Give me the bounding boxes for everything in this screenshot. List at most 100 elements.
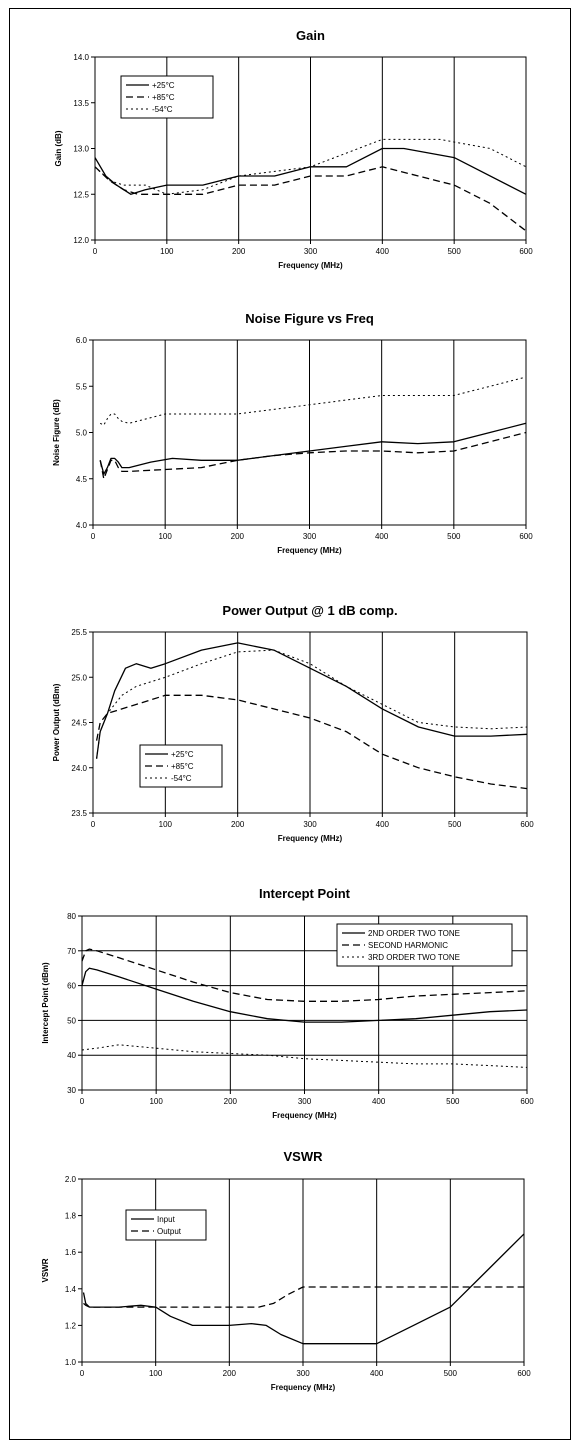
x-tick-label: 400 [372,1097,386,1106]
y-tick-label: 6.0 [76,336,88,345]
x-tick-label: 0 [91,532,96,541]
y-tick-label: 13.5 [73,99,89,108]
series-line-1 [82,1233,525,1345]
y-tick-label: 2.0 [65,1175,77,1184]
y-axis-label: VSWR [41,1258,50,1282]
y-axis-label: Intercept Point (dBm) [41,962,50,1044]
y-tick-label: 5.5 [76,382,88,391]
plot-area [81,1178,525,1363]
legend-label: Input [157,1215,176,1224]
x-tick-label: 200 [231,532,245,541]
legend-box [336,923,513,967]
series-line-3 [99,376,527,426]
x-axis-label: Frequency (MHz) [271,1383,336,1392]
x-tick-label: 600 [520,820,534,829]
x-tick-label: 500 [444,1369,458,1378]
x-tick-label: 0 [80,1369,85,1378]
y-tick-label: 14.0 [73,53,89,62]
x-tick-label: 200 [224,1097,238,1106]
series-line-1 [81,967,528,1023]
x-tick-label: 600 [517,1369,531,1378]
y-tick-label: 1.6 [65,1248,77,1257]
y-tick-label: 25.0 [71,673,87,682]
x-tick-label: 200 [231,820,245,829]
y-tick-label: 70 [67,947,76,956]
plot-area [81,915,528,1091]
y-tick-label: 30 [67,1086,76,1095]
y-tick-label: 40 [67,1051,76,1060]
chart-1: Gain 0 100 200 300 400 500 600 12.0 12.5 13.0 13.5 1… [54,28,533,270]
y-axis-label: Gain (dB) [54,130,63,166]
legend-label: +85°C [171,762,194,771]
x-tick-label: 400 [376,820,390,829]
chart-title: Noise Figure vs Freq [245,311,374,326]
chart-title: Gain [296,28,325,43]
series-line-3 [94,138,527,195]
x-tick-label: 300 [296,1369,310,1378]
y-tick-label: 80 [67,912,76,921]
chart-4: Intercept Point 0 100 200 300 400 500 600 30 40 50… [41,886,534,1120]
legend-box [125,1209,207,1241]
x-tick-label: 300 [303,532,317,541]
series-line-1 [99,422,527,475]
chart-2: Noise Figure vs Freq 0 100 200 300 400 500 600 4… [52,311,533,555]
plot-area [92,631,528,814]
legend-label: +25°C [171,750,194,759]
x-tick-label: 100 [149,1369,163,1378]
y-tick-label: 23.5 [71,809,87,818]
y-tick-label: 5.0 [76,429,88,438]
x-tick-label: 500 [446,1097,460,1106]
y-axis-label: Power Output (dBm) [52,683,61,761]
x-tick-label: 400 [375,532,389,541]
y-tick-label: 1.2 [65,1321,77,1330]
x-tick-label: 100 [149,1097,163,1106]
y-tick-label: 50 [67,1016,76,1025]
x-axis-label: Frequency (MHz) [278,834,343,843]
x-tick-label: 500 [447,247,461,256]
legend-label: +85°C [152,93,175,102]
legend-label: 3RD ORDER TWO TONE [368,953,460,962]
x-axis-label: Frequency (MHz) [272,1111,337,1120]
y-tick-label: 25.5 [71,628,87,637]
series-line-3 [81,1044,528,1068]
chart-3: Power Output @ 1 dB comp. 0 100 200 300 400 50… [52,603,534,843]
series-line-2 [83,1286,524,1308]
y-tick-label: 1.8 [65,1212,77,1221]
series-line-3 [96,649,528,759]
x-tick-label: 200 [232,247,246,256]
plot-area [94,56,527,241]
legend-label: -54°C [152,105,173,114]
legend-label: -54°C [171,774,192,783]
legend-box [139,744,223,788]
y-tick-label: 12.5 [73,190,89,199]
x-tick-label: 600 [519,532,533,541]
series-line-2 [99,431,527,480]
y-tick-label: 12.0 [73,236,89,245]
chart-title: Intercept Point [259,886,351,901]
x-tick-label: 0 [80,1097,85,1106]
chart-5: VSWR 0 100 200 300 400 500 600 1.0 1.2 1.4 1.6 1.8 2.… [41,1149,531,1392]
figure-frame [9,8,571,1440]
y-tick-label: 60 [67,982,76,991]
x-tick-label: 100 [158,532,172,541]
series-line-2 [94,166,527,232]
x-tick-label: 500 [448,820,462,829]
x-tick-label: 500 [447,532,461,541]
x-tick-label: 400 [370,1369,384,1378]
y-tick-label: 1.4 [65,1285,77,1294]
x-tick-label: 300 [303,820,317,829]
x-tick-label: 100 [160,247,174,256]
series-line-2 [95,694,528,790]
x-tick-label: 0 [91,820,96,829]
y-tick-label: 4.5 [76,475,88,484]
x-tick-label: 600 [519,247,533,256]
x-axis-label: Frequency (MHz) [278,261,343,270]
series-line-1 [95,642,528,759]
y-tick-label: 13.0 [73,145,89,154]
series-line-2 [81,948,528,1002]
chart-title: Power Output @ 1 dB comp. [222,603,397,618]
y-tick-label: 24.5 [71,719,87,728]
y-tick-label: 4.0 [76,521,88,530]
legend-label: 2ND ORDER TWO TONE [368,929,460,938]
